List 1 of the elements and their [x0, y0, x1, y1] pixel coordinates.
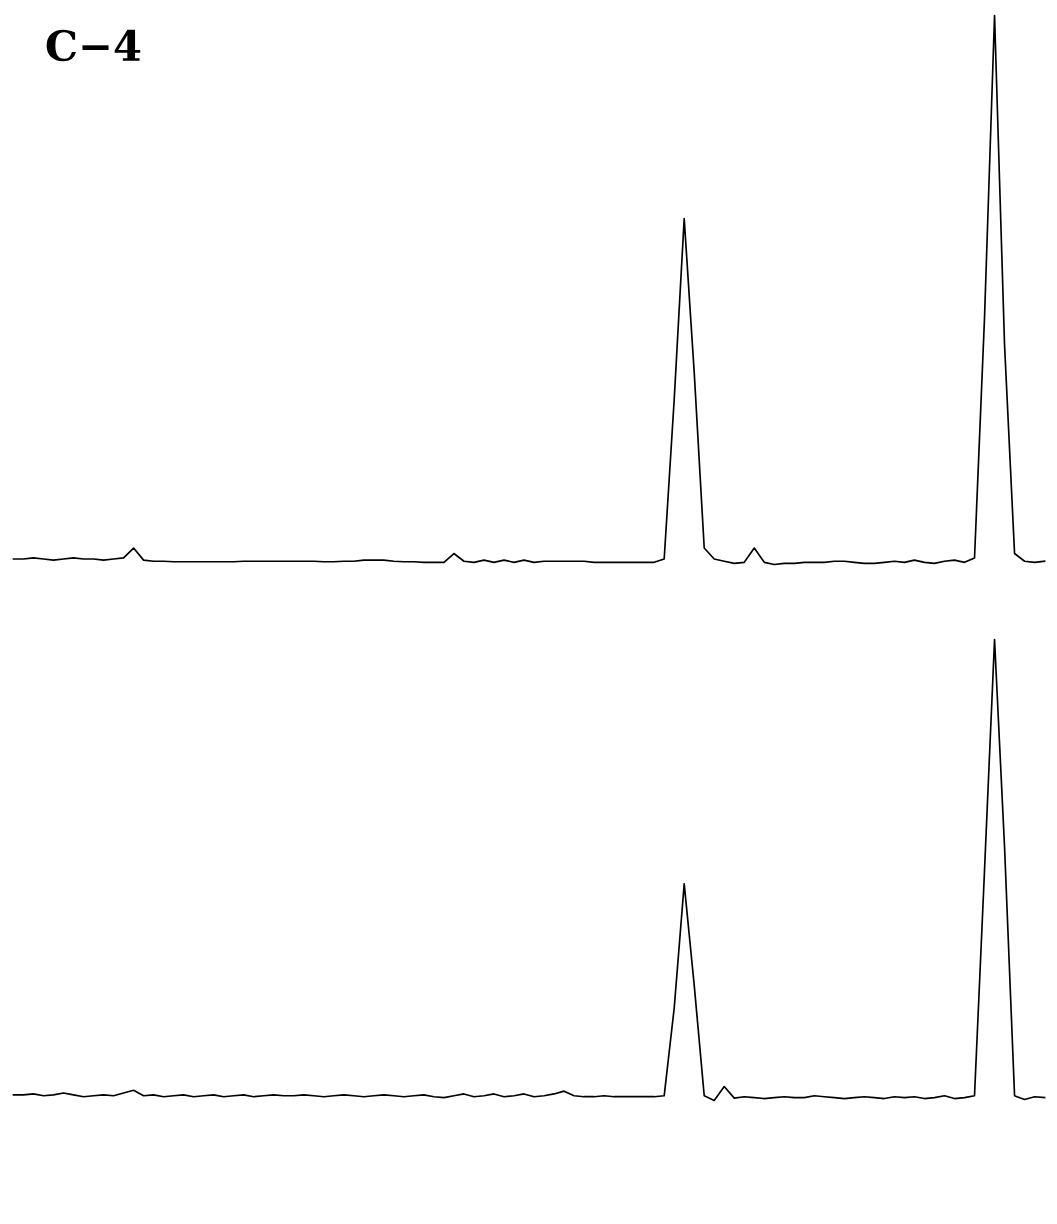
chart-title: C−4 — [46, 29, 141, 62]
